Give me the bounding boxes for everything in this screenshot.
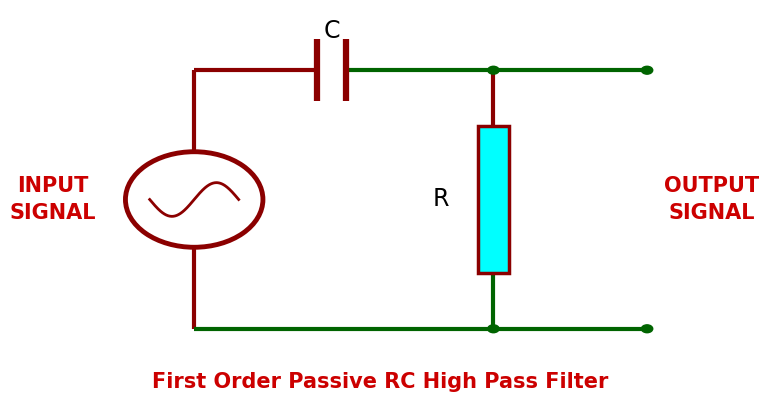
- Text: INPUT
SIGNAL: INPUT SIGNAL: [9, 176, 96, 223]
- Circle shape: [641, 66, 653, 74]
- Text: OUTPUT
SIGNAL: OUTPUT SIGNAL: [664, 176, 760, 223]
- Circle shape: [641, 325, 653, 333]
- Circle shape: [488, 66, 499, 74]
- Text: C: C: [323, 19, 340, 43]
- Circle shape: [488, 325, 499, 333]
- Text: R: R: [432, 188, 449, 211]
- Bar: [478, 126, 508, 273]
- Text: First Order Passive RC High Pass Filter: First Order Passive RC High Pass Filter: [152, 372, 608, 392]
